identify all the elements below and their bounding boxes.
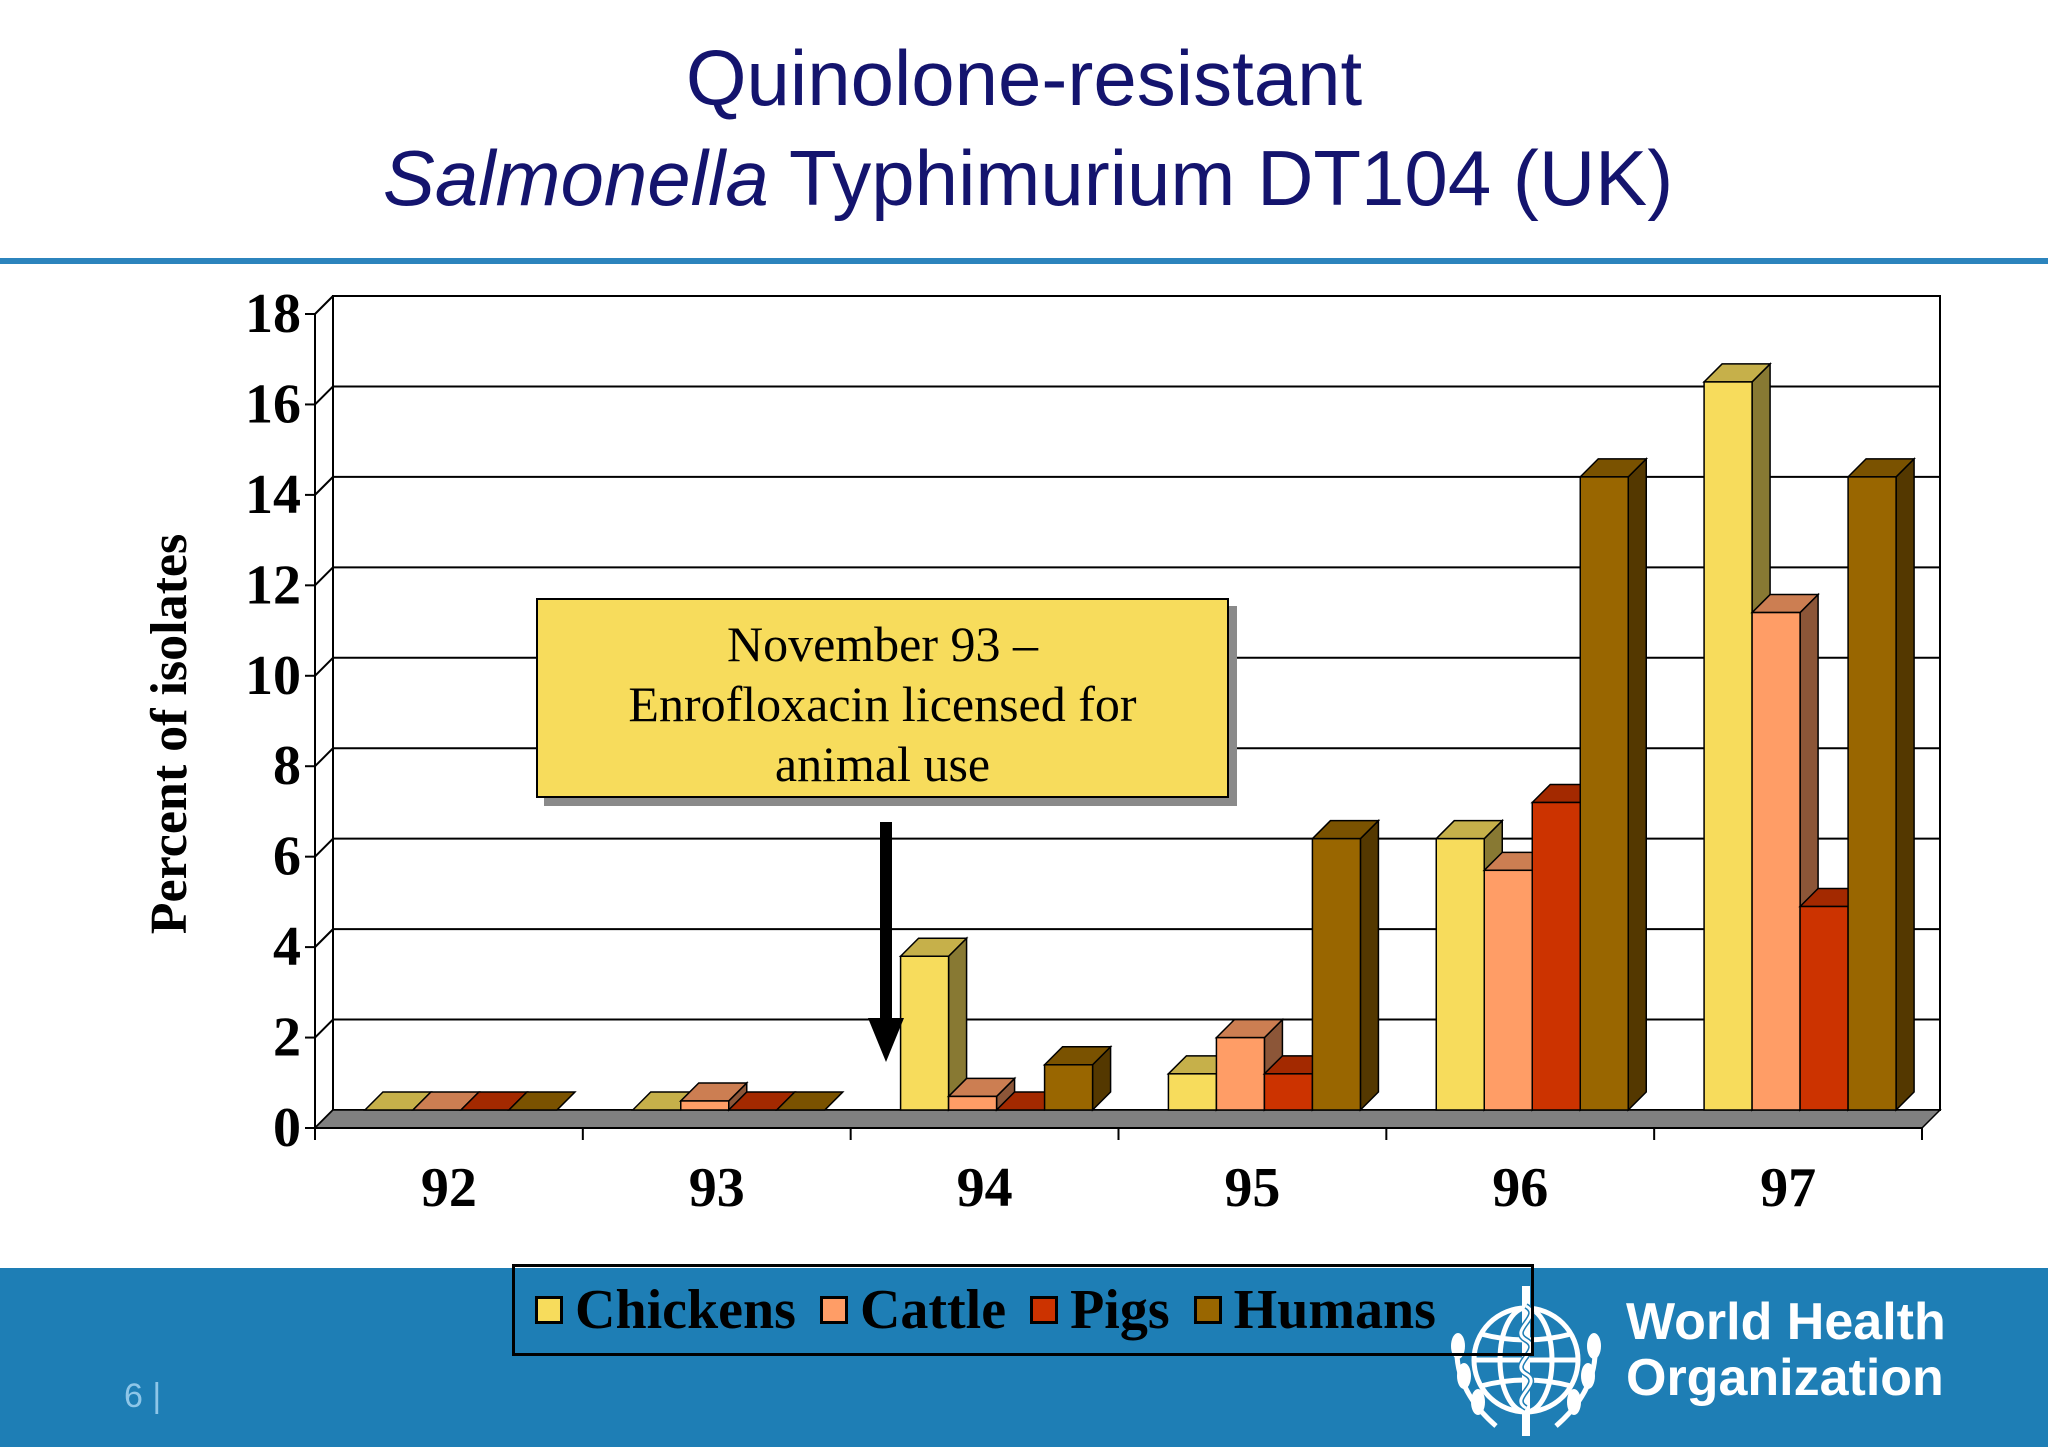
y-tick-label: 18 — [245, 283, 301, 345]
y-axis-label: Percent of isolates — [141, 534, 198, 934]
gridline-side — [314, 476, 334, 496]
title-rest-part: Typhimurium DT104 (UK) — [768, 134, 1674, 222]
y-tick-label: 6 — [273, 826, 301, 888]
bar-humans — [1846, 457, 1916, 1112]
bar-humans — [1578, 457, 1649, 1112]
slide-title: Quinolone-resistant Salmonella Typhimuri… — [0, 28, 2048, 228]
legend-swatch — [1030, 1296, 1059, 1324]
who-name-line-1: World Health — [1626, 1293, 1946, 1351]
title-line-2: Salmonella Typhimurium DT104 (UK) — [0, 128, 2048, 228]
bar-humans — [1042, 1044, 1113, 1112]
bar-humans — [774, 1091, 845, 1111]
legend-swatch — [1193, 1296, 1222, 1324]
annotation-callout: November 93 – Enrofloxacin licensed for … — [536, 598, 1229, 798]
y-tick-label: 16 — [245, 373, 301, 435]
bars — [363, 362, 1916, 1112]
legend-label: Cattle — [859, 1279, 1007, 1341]
x-tick-label: 94 — [957, 1157, 1013, 1219]
gridline-side — [314, 1018, 334, 1039]
annotation-line-2: Enrofloxacin licensed for — [628, 676, 1137, 732]
legend-label: Humans — [1233, 1279, 1436, 1341]
x-tick-label: 95 — [1224, 1157, 1280, 1219]
legend-swatch — [535, 1296, 563, 1324]
title-divider — [0, 258, 2048, 264]
x-tick-label: 92 — [421, 1157, 477, 1219]
y-tick-label: 2 — [273, 1007, 301, 1069]
y-tick-label: 10 — [245, 645, 301, 707]
gridline-side — [314, 837, 334, 858]
footer-band — [0, 1268, 2048, 1447]
legend-item-humans: Humans — [1193, 1279, 1436, 1341]
who-emblem-icon — [1451, 1286, 1601, 1436]
bar-cattle — [678, 1081, 749, 1112]
y-tick-label: 12 — [245, 554, 301, 616]
chart-floor — [313, 1109, 1942, 1129]
gridline-side — [314, 566, 334, 587]
title-italic-part: Salmonella — [382, 134, 769, 222]
gridline-side — [314, 747, 334, 767]
title-line-1: Quinolone-resistant — [685, 34, 1363, 122]
legend-swatch — [819, 1296, 848, 1324]
gridline-side — [314, 657, 334, 677]
who-name-line-2: Organization — [1626, 1349, 1944, 1407]
legend-label: Chickens — [575, 1279, 796, 1341]
y-tick-label: 8 — [273, 735, 301, 797]
y-tick-label: 14 — [245, 464, 301, 526]
y-tick-label: 4 — [273, 916, 301, 978]
legend-item-cattle: Cattle — [819, 1279, 1007, 1341]
bar-chickens — [898, 936, 969, 1112]
legend-item-chickens: Chickens — [535, 1280, 796, 1340]
legend-label: Pigs — [1070, 1279, 1170, 1341]
x-tick-label: 96 — [1492, 1157, 1548, 1219]
bar-humans — [1310, 818, 1381, 1112]
gridline-side — [314, 385, 334, 406]
legend: Chickens Cattle Pigs Humans — [512, 1264, 1534, 1356]
bar-cattle — [946, 1076, 1017, 1112]
annotation-line-1: November 93 – — [726, 616, 1039, 672]
page-number: 6 | — [124, 1377, 162, 1415]
x-tick-label: 97 — [1760, 1157, 1816, 1219]
annotation-line-3: animal use — [774, 736, 991, 792]
axes: 0 2 4 6 8 10 12 14 16 18 92 93 94 95 96 97 — [245, 283, 1923, 1219]
x-tick-label: 93 — [689, 1157, 745, 1219]
legend-item-pigs: Pigs — [1030, 1280, 1170, 1340]
bar-humans — [507, 1091, 577, 1111]
gridline-side — [314, 928, 334, 948]
y-tick-label: 0 — [273, 1097, 301, 1159]
gridline-side — [314, 295, 334, 315]
who-name: World Health Organization — [1626, 1294, 1946, 1406]
